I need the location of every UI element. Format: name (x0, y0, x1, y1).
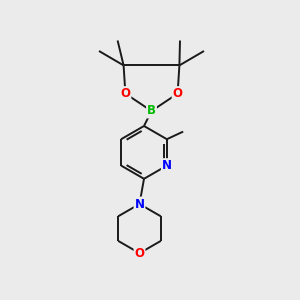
Text: N: N (134, 197, 145, 211)
Text: O: O (172, 87, 183, 100)
Text: N: N (162, 159, 172, 172)
Text: O: O (134, 247, 145, 260)
Text: O: O (120, 87, 130, 100)
Text: B: B (147, 104, 156, 118)
